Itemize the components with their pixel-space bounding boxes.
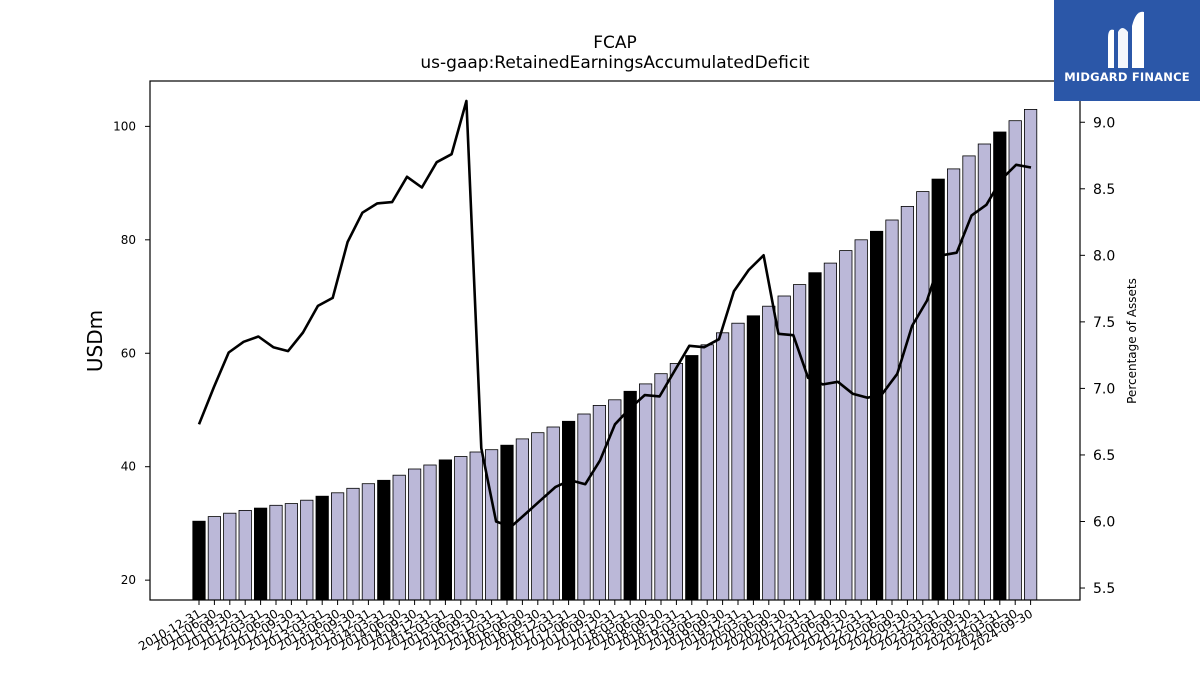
bar <box>700 344 714 601</box>
bar <box>793 284 807 601</box>
y-tick-label: 60 <box>121 346 136 360</box>
bar <box>639 383 653 601</box>
bar <box>1024 109 1038 601</box>
y2-axis-label: Percentage of Assets <box>1125 278 1139 404</box>
bar <box>346 487 360 601</box>
y2-tick-label: 9.0 <box>1093 115 1115 131</box>
bar <box>407 468 422 601</box>
bar <box>284 503 299 601</box>
bar-series <box>192 109 1038 601</box>
logo-brand-text: MIDGARD FINANCE <box>1064 70 1190 84</box>
bar <box>777 295 791 601</box>
y-axis-right: 5.5 6.0 6.5 7.0 7.5 8.0 8.5 9.0 <box>1080 115 1115 597</box>
y-tick-label: 20 <box>121 573 136 587</box>
bar <box>377 479 391 601</box>
bar <box>562 420 576 601</box>
bar <box>392 474 406 601</box>
x-axis: 2010-12-312011-06-302011-09-302011-12-31… <box>136 600 1035 653</box>
bar <box>916 191 930 601</box>
bar <box>438 459 453 601</box>
bar <box>947 168 961 601</box>
bar <box>192 520 206 601</box>
bar <box>238 509 252 601</box>
bar <box>839 250 853 601</box>
bar <box>731 322 745 601</box>
bar <box>454 456 468 601</box>
bar <box>870 230 884 601</box>
bar <box>546 426 560 601</box>
bar <box>900 205 915 601</box>
bar <box>361 483 376 601</box>
bar <box>808 272 822 601</box>
bar <box>531 432 545 601</box>
chart-subtitle: us-gaap:RetainedEarningsAccumulatedDefic… <box>420 53 810 73</box>
bar <box>762 305 776 601</box>
bar <box>300 499 314 601</box>
bar <box>654 373 668 601</box>
y-axis-label: USDm <box>83 310 107 372</box>
chart-title: FCAP <box>593 33 637 53</box>
bar <box>716 332 730 601</box>
bar <box>423 464 437 601</box>
bar <box>608 399 622 601</box>
midgard-mark-icon <box>1108 11 1144 68</box>
y-tick-label: 80 <box>121 233 136 247</box>
bar <box>746 315 761 601</box>
midgard-finance-logo: MIDGARD FINANCE <box>1054 0 1200 101</box>
bar <box>685 355 699 601</box>
percentage-line <box>197 99 1032 529</box>
bar <box>993 131 1007 601</box>
bar <box>315 495 329 601</box>
bar <box>931 178 945 601</box>
bar <box>223 512 237 601</box>
bar <box>207 516 221 601</box>
y-axis-left: 20 40 60 80 100 <box>113 119 150 587</box>
bar <box>623 390 637 601</box>
bar <box>330 492 345 601</box>
bar <box>1008 120 1022 601</box>
bar <box>823 262 838 601</box>
bar <box>977 143 992 601</box>
bar <box>885 219 899 601</box>
y-tick-label: 40 <box>121 460 136 474</box>
bar <box>577 413 591 601</box>
bar <box>592 404 607 601</box>
y2-tick-label: 8.0 <box>1093 248 1115 264</box>
y2-tick-label: 5.5 <box>1093 581 1115 597</box>
bar <box>269 504 283 601</box>
bar <box>253 507 268 601</box>
line-series <box>197 99 1032 529</box>
bar <box>854 239 868 601</box>
y2-tick-label: 8.5 <box>1093 182 1115 198</box>
y2-tick-label: 7.0 <box>1093 381 1115 397</box>
y-tick-label: 100 <box>113 119 136 133</box>
y2-tick-label: 7.5 <box>1093 315 1115 331</box>
bar <box>469 451 483 601</box>
y2-tick-label: 6.5 <box>1093 448 1115 464</box>
y2-tick-label: 6.0 <box>1093 514 1115 530</box>
bar <box>669 363 684 601</box>
